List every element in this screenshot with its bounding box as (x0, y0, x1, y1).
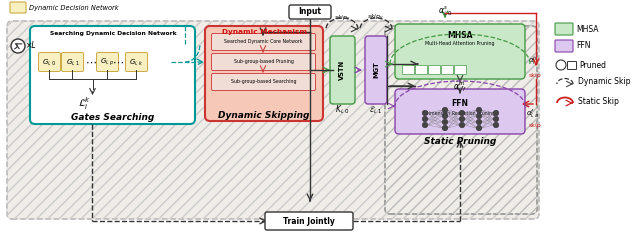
FancyBboxPatch shape (555, 23, 573, 35)
Text: Dynamic Skip: Dynamic Skip (578, 77, 630, 87)
Text: $\hat{\alpha}_{i,f}^m$: $\hat{\alpha}_{i,f}^m$ (453, 80, 467, 94)
Text: Input: Input (298, 7, 321, 17)
Text: $\cdots$: $\cdots$ (85, 57, 97, 67)
Text: $\alpha_{i,0}^s$: $\alpha_{i,0}^s$ (438, 4, 452, 18)
Circle shape (442, 107, 448, 113)
Text: $G_{i,1}$: $G_{i,1}$ (65, 57, 79, 67)
Circle shape (476, 125, 482, 131)
FancyBboxPatch shape (454, 66, 467, 74)
Text: Dynamic Skipping: Dynamic Skipping (218, 111, 310, 121)
FancyBboxPatch shape (289, 5, 331, 19)
Text: $\alpha_{i,a}^f$: $\alpha_{i,a}^f$ (527, 107, 540, 121)
FancyBboxPatch shape (30, 26, 195, 124)
Text: $\cdots$: $\cdots$ (112, 57, 124, 67)
Text: $\mathcal{E}_{i,1}$: $\mathcal{E}_{i,1}$ (369, 104, 383, 116)
Text: FFN: FFN (576, 41, 591, 51)
Text: Searching Dynamic Decision Network: Searching Dynamic Decision Network (50, 32, 176, 37)
Circle shape (476, 107, 482, 113)
Text: Searched Dynamic Core Network: Searched Dynamic Core Network (224, 40, 303, 44)
FancyBboxPatch shape (403, 66, 415, 74)
FancyBboxPatch shape (10, 2, 26, 13)
Text: $K_{i,0}$: $K_{i,0}$ (335, 104, 349, 116)
Text: VSTN: VSTN (339, 60, 345, 80)
FancyBboxPatch shape (365, 36, 387, 104)
FancyBboxPatch shape (125, 52, 147, 72)
Text: Static Skip: Static Skip (578, 96, 619, 106)
FancyBboxPatch shape (568, 62, 577, 69)
Text: Sub-group-based Pruning: Sub-group-based Pruning (234, 59, 293, 65)
FancyBboxPatch shape (205, 26, 323, 121)
Text: $G_{i,0}$: $G_{i,0}$ (42, 57, 56, 67)
Text: skip$_s$: skip$_s$ (333, 14, 351, 22)
FancyBboxPatch shape (385, 26, 537, 214)
Text: Train Jointly: Train Jointly (283, 216, 335, 226)
FancyBboxPatch shape (555, 40, 573, 52)
FancyBboxPatch shape (395, 89, 525, 134)
FancyBboxPatch shape (7, 21, 539, 219)
Text: Pruned: Pruned (579, 61, 606, 69)
Circle shape (422, 122, 428, 128)
Circle shape (460, 122, 465, 128)
Circle shape (422, 110, 428, 116)
Text: $G_{i,k}$: $G_{i,k}$ (129, 57, 143, 67)
Circle shape (11, 39, 25, 53)
Text: ×L: ×L (26, 40, 36, 50)
Circle shape (460, 110, 465, 116)
Text: skip: skip (529, 124, 541, 128)
Text: Multi-Head Attention Pruning: Multi-Head Attention Pruning (425, 41, 495, 47)
Text: Static Pruning: Static Pruning (424, 138, 496, 146)
FancyBboxPatch shape (211, 73, 316, 91)
FancyBboxPatch shape (265, 212, 353, 230)
Text: skip$_y$: skip$_y$ (367, 13, 385, 23)
Circle shape (493, 122, 499, 128)
Text: Sub-group-based Searching: Sub-group-based Searching (231, 80, 296, 84)
Text: FFN: FFN (451, 99, 468, 109)
Text: $\alpha_i^h$: $\alpha_i^h$ (528, 54, 538, 68)
Text: MHSA: MHSA (576, 25, 598, 33)
FancyBboxPatch shape (415, 66, 428, 74)
Circle shape (493, 110, 499, 116)
Circle shape (476, 113, 482, 119)
FancyBboxPatch shape (442, 66, 454, 74)
Text: Gates Searching: Gates Searching (71, 113, 155, 123)
FancyBboxPatch shape (395, 24, 525, 79)
Circle shape (442, 113, 448, 119)
Text: Dimension Reduction Pruning: Dimension Reduction Pruning (425, 110, 495, 116)
FancyBboxPatch shape (330, 36, 355, 104)
FancyBboxPatch shape (97, 52, 118, 72)
FancyBboxPatch shape (429, 66, 440, 74)
Circle shape (476, 119, 482, 125)
Text: $G_{i,p}$: $G_{i,p}$ (100, 56, 115, 68)
Text: MHSA: MHSA (447, 32, 473, 40)
FancyBboxPatch shape (211, 54, 316, 70)
FancyBboxPatch shape (61, 52, 83, 72)
FancyBboxPatch shape (38, 52, 61, 72)
Text: skip: skip (529, 73, 541, 78)
Circle shape (556, 60, 566, 70)
Text: Dynamic Decision Network: Dynamic Decision Network (29, 4, 118, 11)
Text: $\mathcal{L}_i^k$: $\mathcal{L}_i^k$ (78, 96, 91, 112)
Circle shape (442, 119, 448, 125)
Circle shape (460, 116, 465, 122)
Circle shape (442, 125, 448, 131)
Text: Dynamic Mechanism: Dynamic Mechanism (221, 29, 307, 35)
FancyBboxPatch shape (211, 33, 316, 51)
Circle shape (422, 116, 428, 122)
Text: MGT: MGT (373, 62, 379, 78)
Circle shape (493, 116, 499, 122)
